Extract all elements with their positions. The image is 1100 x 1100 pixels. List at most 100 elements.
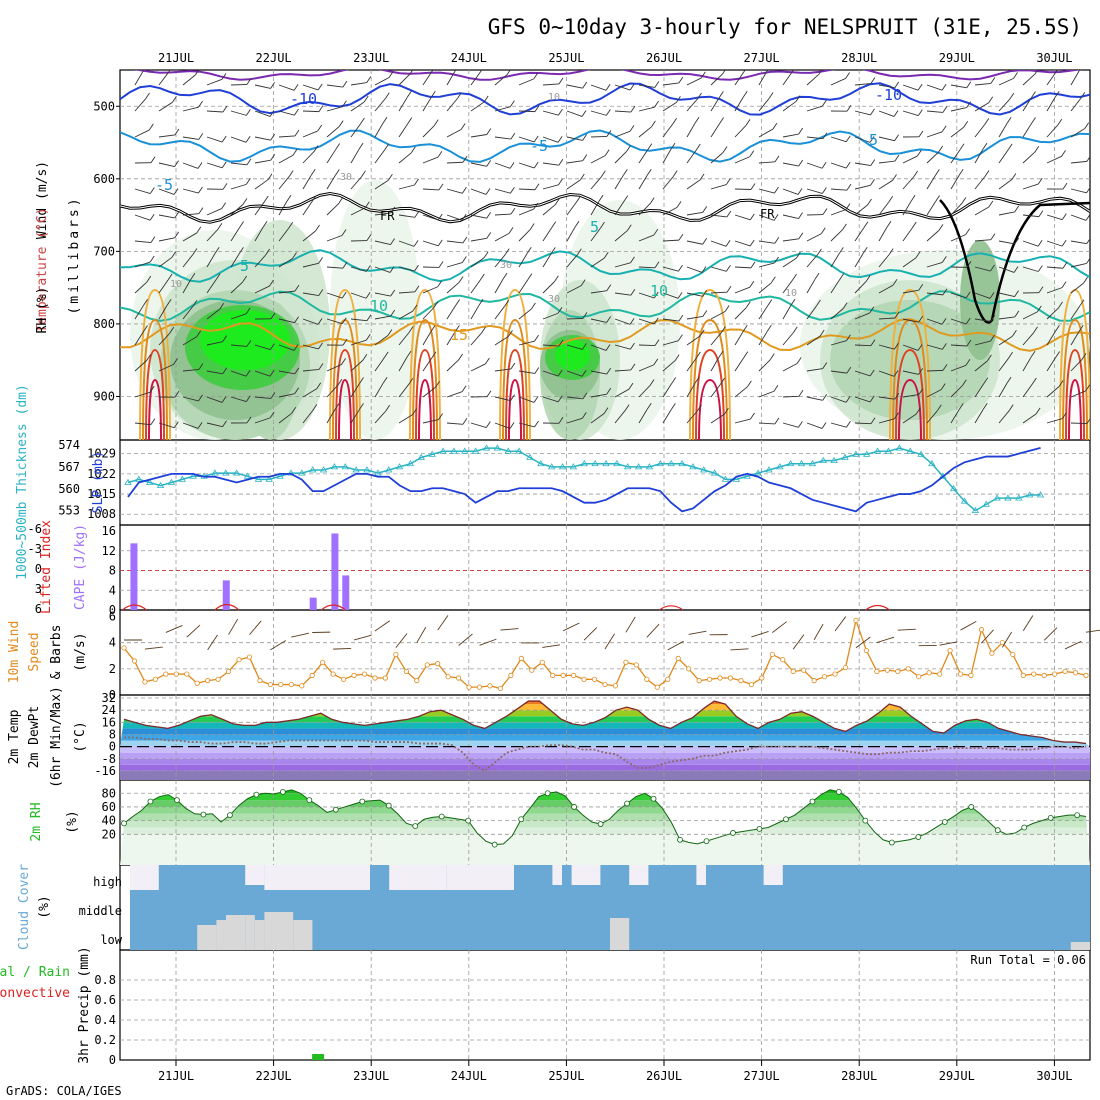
wind-barb — [974, 148, 984, 164]
pressure-tick: 600 — [93, 172, 115, 186]
wind-barb-flag — [630, 363, 636, 371]
wind-barb — [758, 422, 775, 425]
wind-barb-flag — [534, 334, 539, 342]
wind-speed-marker — [309, 672, 315, 678]
precip-legend-convective: Convective — [0, 986, 70, 1001]
wind-barb-flag — [239, 221, 244, 228]
wind-barb — [902, 110, 919, 117]
wind-barb — [494, 74, 508, 86]
rh-axis-label: 2m RH — [29, 802, 44, 841]
warm-contour — [508, 378, 522, 440]
wind-barb — [182, 188, 199, 194]
isotherm-label: 5 — [590, 218, 599, 236]
wind-barb-flag — [316, 382, 322, 390]
low-cloud-block — [254, 920, 265, 950]
thickness-marker — [222, 469, 230, 476]
wind-barb-flag — [678, 314, 684, 322]
wind-barb-flag — [557, 307, 563, 314]
wind-speed-marker — [884, 667, 890, 673]
wind-barb — [926, 344, 943, 350]
wind-speed-marker — [999, 640, 1005, 646]
thickness-marker — [667, 459, 675, 467]
wind-barb-flag — [865, 275, 871, 282]
wind-barb — [806, 188, 823, 194]
wind-barb — [158, 101, 173, 112]
high-cloud-gap — [763, 865, 783, 885]
wind-barb — [590, 84, 607, 91]
wind-barb-flag — [384, 143, 389, 151]
wind-barb-flag — [315, 224, 320, 232]
wind-barb-flag — [719, 91, 724, 98]
wind-barb-flag — [407, 117, 413, 124]
wind-barb-flag — [437, 239, 443, 247]
wind-barb — [998, 77, 1014, 86]
wind-barb-flag — [270, 153, 276, 161]
wind-barb — [542, 204, 556, 216]
wind-barb — [830, 308, 844, 320]
wind-barb-flag — [694, 116, 700, 124]
wind-barb-flag — [743, 70, 746, 72]
wind-barb-flag — [342, 338, 348, 346]
wind-barb-flag — [414, 264, 419, 272]
wind-barb-flag — [598, 194, 604, 202]
wind-barb — [134, 214, 151, 221]
wind-barb — [254, 254, 266, 268]
wind-barb-flag — [317, 124, 323, 132]
wind-barb-flag — [576, 248, 582, 256]
wind-barb — [182, 213, 199, 216]
wind-barb — [494, 136, 511, 140]
wind-speed-marker — [759, 675, 765, 681]
thickness-marker — [406, 459, 415, 467]
wind-barb-flag — [701, 266, 707, 273]
wind-barb-flag — [222, 367, 228, 375]
wind-barb — [494, 162, 511, 169]
wind-barb — [590, 370, 607, 375]
wind-barb — [1070, 214, 1087, 221]
wind-barb-flag — [1062, 412, 1067, 419]
wind-barb-flag — [982, 403, 988, 410]
wind-barb-flag — [214, 246, 220, 254]
wind-barb — [758, 128, 774, 138]
wind-barb-flag — [366, 76, 372, 83]
wind-barb-flag — [358, 142, 364, 150]
wind-barb — [1022, 183, 1039, 190]
rh-shading — [830, 300, 990, 420]
wind-barb — [182, 278, 192, 294]
wind-barb — [926, 261, 943, 268]
wind-barb-flag — [1078, 70, 1081, 72]
wind-barb-flag — [606, 284, 612, 291]
high-cloud-gap — [696, 865, 706, 885]
wind-barb-flag — [143, 325, 148, 332]
wind-barb — [542, 344, 559, 347]
wind-barb-flag — [743, 351, 749, 358]
wind-barb-flag — [431, 70, 434, 72]
wind-barb — [926, 110, 943, 113]
wind-barb-flag — [606, 130, 612, 137]
wind-barb — [878, 254, 890, 268]
rh-marker — [677, 836, 683, 843]
wind-barb — [566, 136, 583, 141]
wind-barb — [1070, 282, 1084, 294]
wind-barb — [806, 305, 817, 320]
wind-barb-flag — [965, 359, 971, 366]
wind-barb — [422, 286, 438, 294]
wind-barb-flag — [1014, 310, 1020, 318]
wind-barb — [926, 230, 940, 242]
wind-barb-flag — [245, 395, 251, 402]
wind-barb-flag — [846, 366, 852, 374]
pressure-tick: 900 — [93, 389, 115, 403]
wind-barb-flag — [245, 369, 251, 377]
wind-barb — [834, 616, 847, 632]
wind-barb — [542, 110, 559, 116]
date-bottom-label: 21JUL — [158, 1069, 194, 1083]
wind-barb — [326, 292, 343, 299]
wind-barb — [686, 292, 703, 297]
wind-barb-flag — [749, 150, 755, 158]
wind-barb-flag — [821, 162, 827, 169]
wind-barb-flag — [510, 362, 516, 370]
temp-axis-label: (°C) — [73, 721, 88, 752]
wind-barb — [326, 318, 343, 325]
date-top-label: 25JUL — [548, 51, 584, 65]
high-cloud-gap — [389, 865, 447, 890]
